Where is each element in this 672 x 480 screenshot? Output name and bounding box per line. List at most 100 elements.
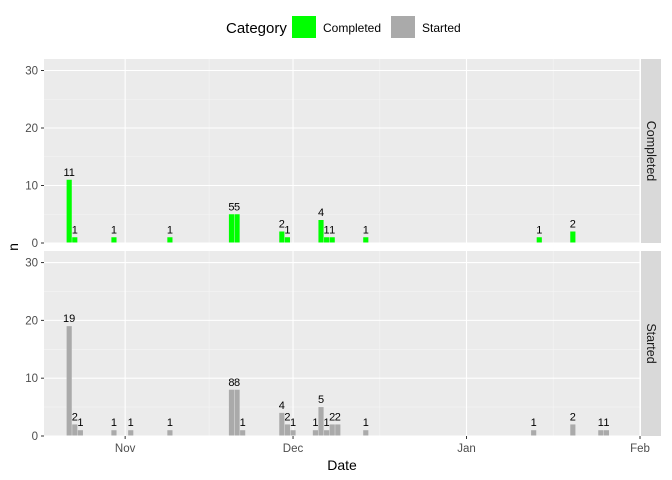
data-label-started-2023-11-30: 2 [284,411,290,423]
data-label-completed-2023-11-30: 1 [284,224,290,236]
data-label-completed-2023-11-09: 1 [167,224,173,236]
bar-started-2023-10-22 [66,326,72,436]
x-tick-label-nov: Nov [115,443,136,455]
panel-started-background [44,251,640,436]
bar-started-2023-12-09 [335,424,341,436]
data-label-started-2024-01-20: 2 [570,411,576,423]
bar-started-2023-11-29 [279,412,285,436]
bar-started-2024-01-20 [570,424,576,436]
data-label-completed-2023-11-21: 5 [234,201,240,213]
bar-started-2024-01-26 [603,430,609,436]
bar-completed-2023-11-09 [167,237,173,243]
bar-completed-2023-12-08 [329,237,335,243]
bar-started-2023-11-02 [128,430,134,436]
data-label-started-2023-11-29: 4 [279,400,285,412]
data-label-started-2023-10-22: 19 [63,313,75,325]
panel-completed-strip [641,59,661,243]
data-label-started-2023-11-21: 8 [234,377,240,389]
x-tick-label-feb: Feb [630,443,650,455]
data-label-completed-2023-11-29: 2 [279,219,285,231]
x-tick-label-jan: Jan [457,443,476,455]
data-label-completed-2023-12-08: 1 [329,224,335,236]
data-label-started-2023-12-09: 2 [335,411,341,423]
panel-started-strip-label: Started [644,323,658,363]
panel-started-y-tick-label: 10 [25,373,38,385]
legend: Category Completed Started [226,16,461,38]
bar-started-2023-12-07 [324,430,330,436]
data-label-started-2023-12-01: 1 [290,417,296,429]
panel-completed-y-tick-label: 0 [32,238,38,250]
data-label-started-2023-11-09: 1 [167,417,173,429]
data-label-started-2023-12-06: 5 [318,394,324,406]
bar-completed-2023-12-07 [324,237,330,243]
x-tick-label-dec: Dec [283,443,304,455]
panel-started-y-tick-label: 20 [25,315,38,327]
data-label-started-2023-11-22: 1 [240,417,246,429]
bar-started-2023-10-24 [77,430,83,436]
panel-completed-strip-label: Completed [644,121,658,181]
legend-title: Category [226,20,287,37]
data-label-completed-2024-01-20: 2 [570,219,576,231]
bar-started-2023-11-20 [228,389,235,436]
data-label-completed-2024-01-14: 1 [536,224,542,236]
data-label-started-2023-12-05: 1 [312,417,318,429]
x-axis-title: Date [327,457,357,473]
bar-completed-2024-01-20 [570,231,576,243]
legend-key-started [391,16,415,38]
y-axis-title: n [5,243,21,251]
data-label-started-2023-12-08: 2 [329,411,335,423]
data-label-completed-2023-10-22: 11 [63,167,74,179]
data-label-completed-2023-12-14: 1 [363,224,369,236]
bar-started-2024-01-13 [531,430,537,436]
bar-completed-2024-01-14 [536,237,542,243]
bar-started-2023-12-01 [290,430,296,436]
data-label-started-2023-11-02: 1 [128,417,134,429]
bar-completed-2023-10-30 [111,237,117,243]
data-label-started-2024-01-25: 1 [598,417,604,429]
bar-started-2023-12-05 [312,430,318,436]
data-label-completed-2023-10-23: 1 [72,224,78,236]
data-label-started-2023-12-07: 1 [324,417,330,429]
data-label-completed-2023-10-30: 1 [111,224,117,236]
bar-completed-2023-10-22 [66,179,72,243]
panel-started-y-tick-label: 30 [25,258,38,270]
legend-label-completed: Completed [323,21,381,35]
panel-completed-y-tick-label: 30 [25,66,38,78]
bar-started-2023-11-30 [284,424,291,436]
data-label-started-2023-12-14: 1 [363,417,369,429]
data-label-completed-2023-12-06: 4 [318,207,324,219]
bar-completed-2023-11-30 [284,237,291,243]
bar-started-2024-01-25 [598,430,604,436]
bar-completed-2023-12-14 [363,237,369,243]
legend-label-started: Started [422,21,461,35]
panel-completed-y-tick-label: 10 [25,181,38,193]
data-label-started-2023-10-23: 2 [72,411,78,423]
panel-started-strip [641,251,661,436]
bar-completed-2023-12-06 [318,220,324,243]
data-label-started-2023-10-30: 1 [111,417,117,429]
bar-started-2023-10-30 [111,430,117,436]
data-label-completed-2023-12-07: 1 [324,224,330,236]
bar-started-2023-10-23 [72,424,78,436]
bar-started-2023-11-22 [240,430,246,436]
bar-started-2023-12-08 [329,424,335,436]
bar-started-2023-12-14 [363,430,369,436]
bar-completed-2023-10-23 [72,237,78,243]
data-label-completed-2023-11-20: 5 [228,201,234,213]
data-label-started-2024-01-26: 1 [603,417,609,429]
panel-completed-y-tick-label: 20 [25,123,38,135]
data-label-started-2023-10-24: 1 [77,417,83,429]
legend-key-completed [292,16,316,38]
bar-completed-2023-11-29 [279,231,285,243]
bar-completed-2023-11-20 [228,214,235,243]
bar-started-2023-11-21 [234,389,240,436]
bar-started-2023-12-06 [318,407,324,436]
data-label-started-2024-01-13: 1 [531,417,537,429]
bar-completed-2023-11-21 [234,214,240,243]
bar-started-2023-11-09 [167,430,173,436]
panel-started-y-tick-label: 0 [32,431,38,443]
panel-completed-background [44,59,640,243]
data-label-started-2023-11-20: 8 [228,377,234,389]
